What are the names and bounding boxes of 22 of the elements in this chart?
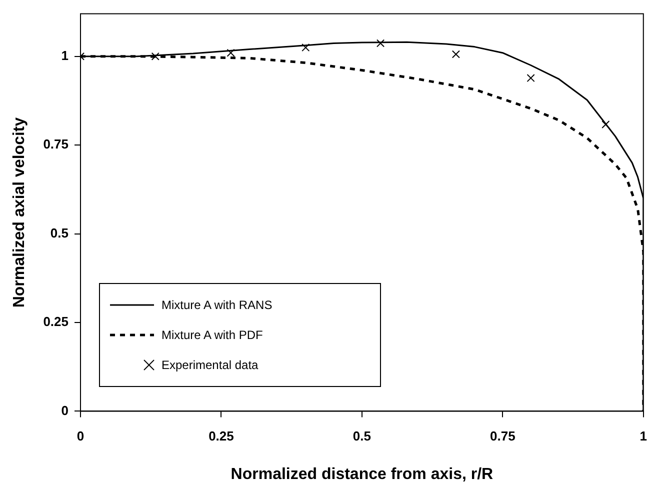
point (151, 52, 160, 60)
point (376, 39, 385, 48)
y-tick-label: 0.25 (43, 314, 68, 330)
legend-label: Experimental data (162, 358, 258, 372)
point (526, 74, 535, 82)
point (302, 43, 310, 52)
x-tick-label: 0.5 (352, 428, 371, 444)
point (602, 120, 610, 129)
x-tick-label: 0.75 (490, 428, 516, 444)
point (226, 48, 235, 57)
x-tick-label: 1 (640, 428, 647, 444)
y-tick-label: 0.5 (50, 225, 68, 240)
x-axis-title: Normalized distance from axis, r/R (230, 466, 494, 483)
x-tick-label: 0.25 (208, 428, 234, 444)
legend-label: Mixture A with PDF (162, 328, 263, 342)
x-tick-label: 0 (76, 428, 84, 444)
legend-label: Mixture A with RANS (162, 298, 272, 312)
y-axis-title: Normalized axial velocity (11, 117, 28, 308)
point (452, 50, 460, 58)
y-tick-label: 1 (61, 48, 68, 63)
y-tick-label: 0.75 (43, 136, 68, 152)
y-tick-label: 0 (61, 402, 68, 418)
